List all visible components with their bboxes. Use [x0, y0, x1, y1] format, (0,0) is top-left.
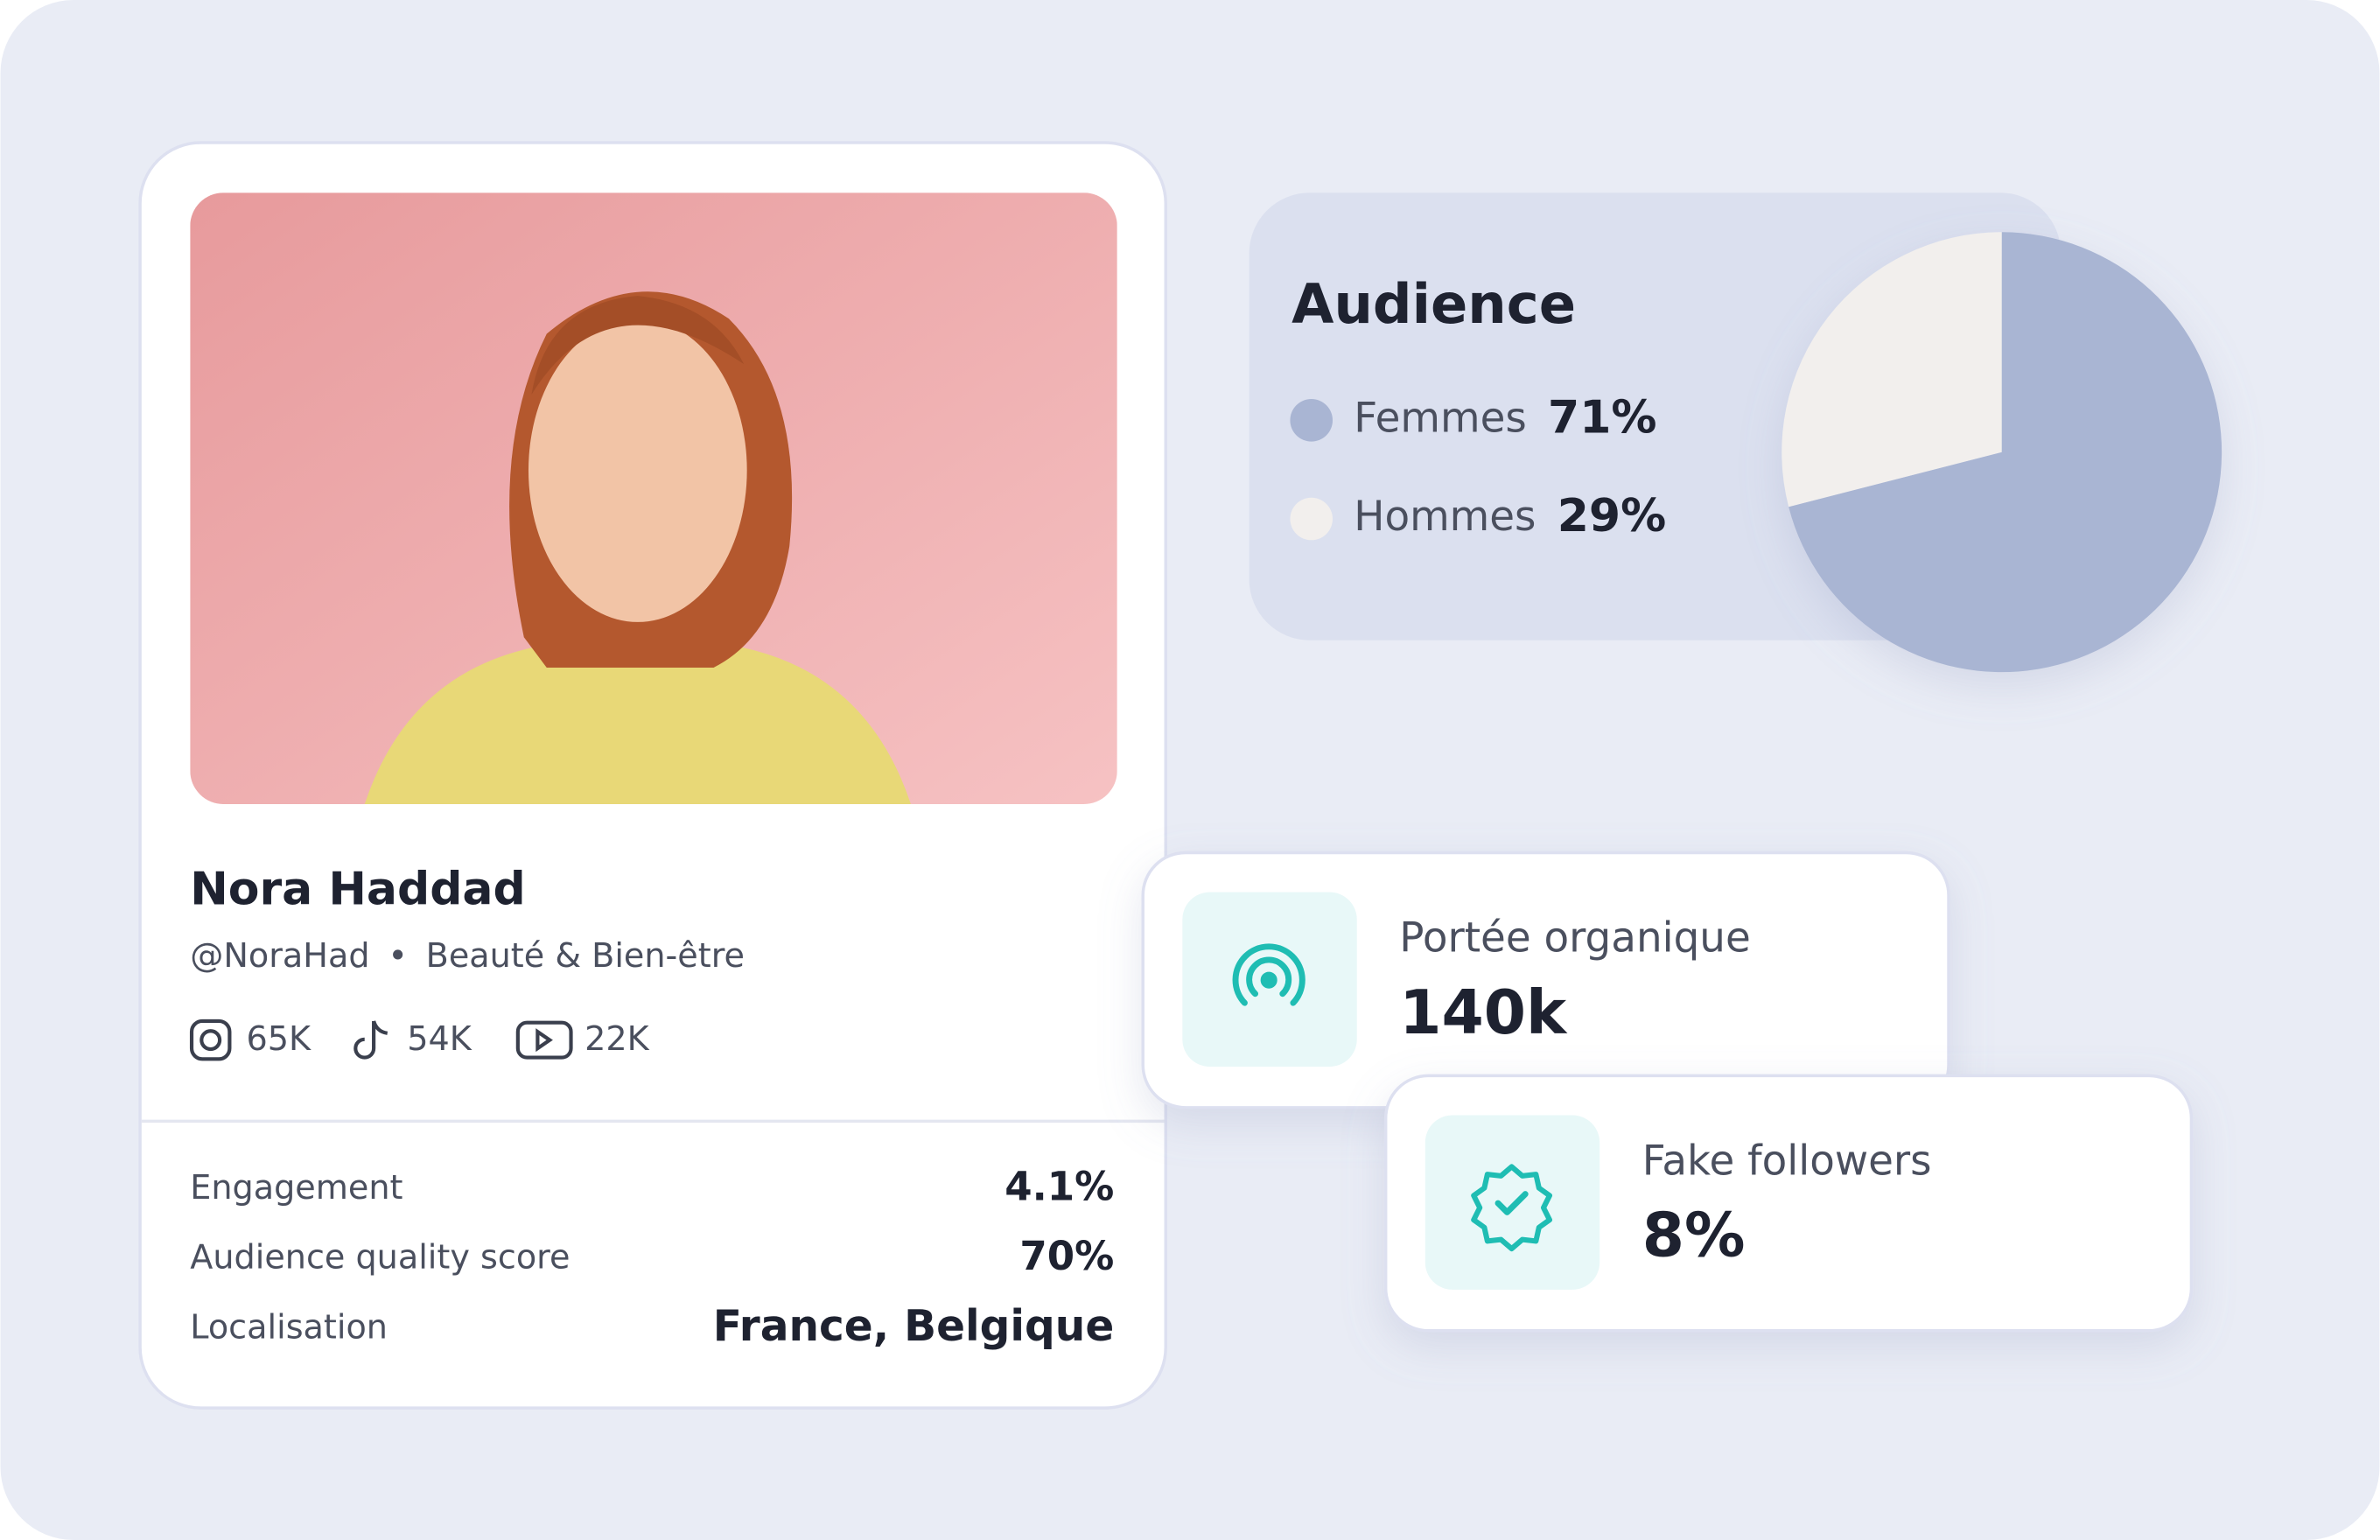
legend-swatch [1290, 399, 1333, 442]
instagram-count: 65K [246, 1019, 312, 1058]
legend-value: 29% [1558, 490, 1666, 542]
legend-name: Hommes [1354, 494, 1536, 541]
metric-icon [1232, 943, 1306, 1006]
stat-value: France, Belgique [713, 1302, 1115, 1351]
metric-value: 140k [1399, 978, 1568, 1048]
separator: • [388, 936, 408, 975]
legend-entry: Femmes 71% [1354, 391, 1656, 444]
legend-value: 71% [1548, 391, 1656, 444]
pie-chart [1782, 232, 2222, 673]
tiktok-count: 54K [407, 1019, 472, 1058]
metric-label: Portée organique [1399, 915, 1750, 962]
metric-value: 8% [1642, 1201, 1746, 1271]
metric-card: Portée organique 140k [1141, 850, 1950, 1110]
pie-slice [1788, 232, 2222, 673]
stat-label: Audience quality score [190, 1238, 570, 1277]
stat-value: 70% [1019, 1233, 1114, 1279]
profile-subtitle: @NoraHad • Beauté & Bien-être [190, 936, 745, 975]
metrics: Portée organique 140k Fake followers 8% [1141, 850, 2194, 1333]
metric-label: Fake followers [1642, 1138, 1932, 1185]
stats: Engagement 4.1% Audience quality score 70% L… [190, 1163, 1114, 1351]
profile-photo [190, 192, 1117, 805]
pie-slice [1782, 232, 2002, 508]
icon-part [1260, 971, 1278, 989]
handle: @NoraHad [190, 936, 369, 975]
youtube-count: 22K [584, 1019, 650, 1058]
legend-swatch [1290, 497, 1333, 541]
legend-name: Femmes [1354, 395, 1526, 442]
legend: Femmes 71% Hommes 29% [1290, 391, 1666, 542]
icon-part [1232, 943, 1306, 1006]
legend-entry: Hommes 29% [1354, 490, 1666, 542]
metric-icon [1471, 1164, 1552, 1252]
icon-part [1494, 1191, 1529, 1215]
profile-name: Nora Haddad [190, 864, 525, 916]
stat-label: Localisation [190, 1307, 388, 1346]
icon-part [1471, 1164, 1552, 1252]
social-icons [189, 1018, 573, 1061]
metric-card: Fake followers 8% [1383, 1074, 2194, 1333]
audience-title: Audience [1292, 272, 1576, 336]
stat-label: Engagement [190, 1168, 402, 1207]
metric-icon-box [1424, 1115, 1600, 1290]
stat-value: 4.1% [1004, 1163, 1114, 1209]
category: Beauté & Bien-être [426, 936, 745, 975]
